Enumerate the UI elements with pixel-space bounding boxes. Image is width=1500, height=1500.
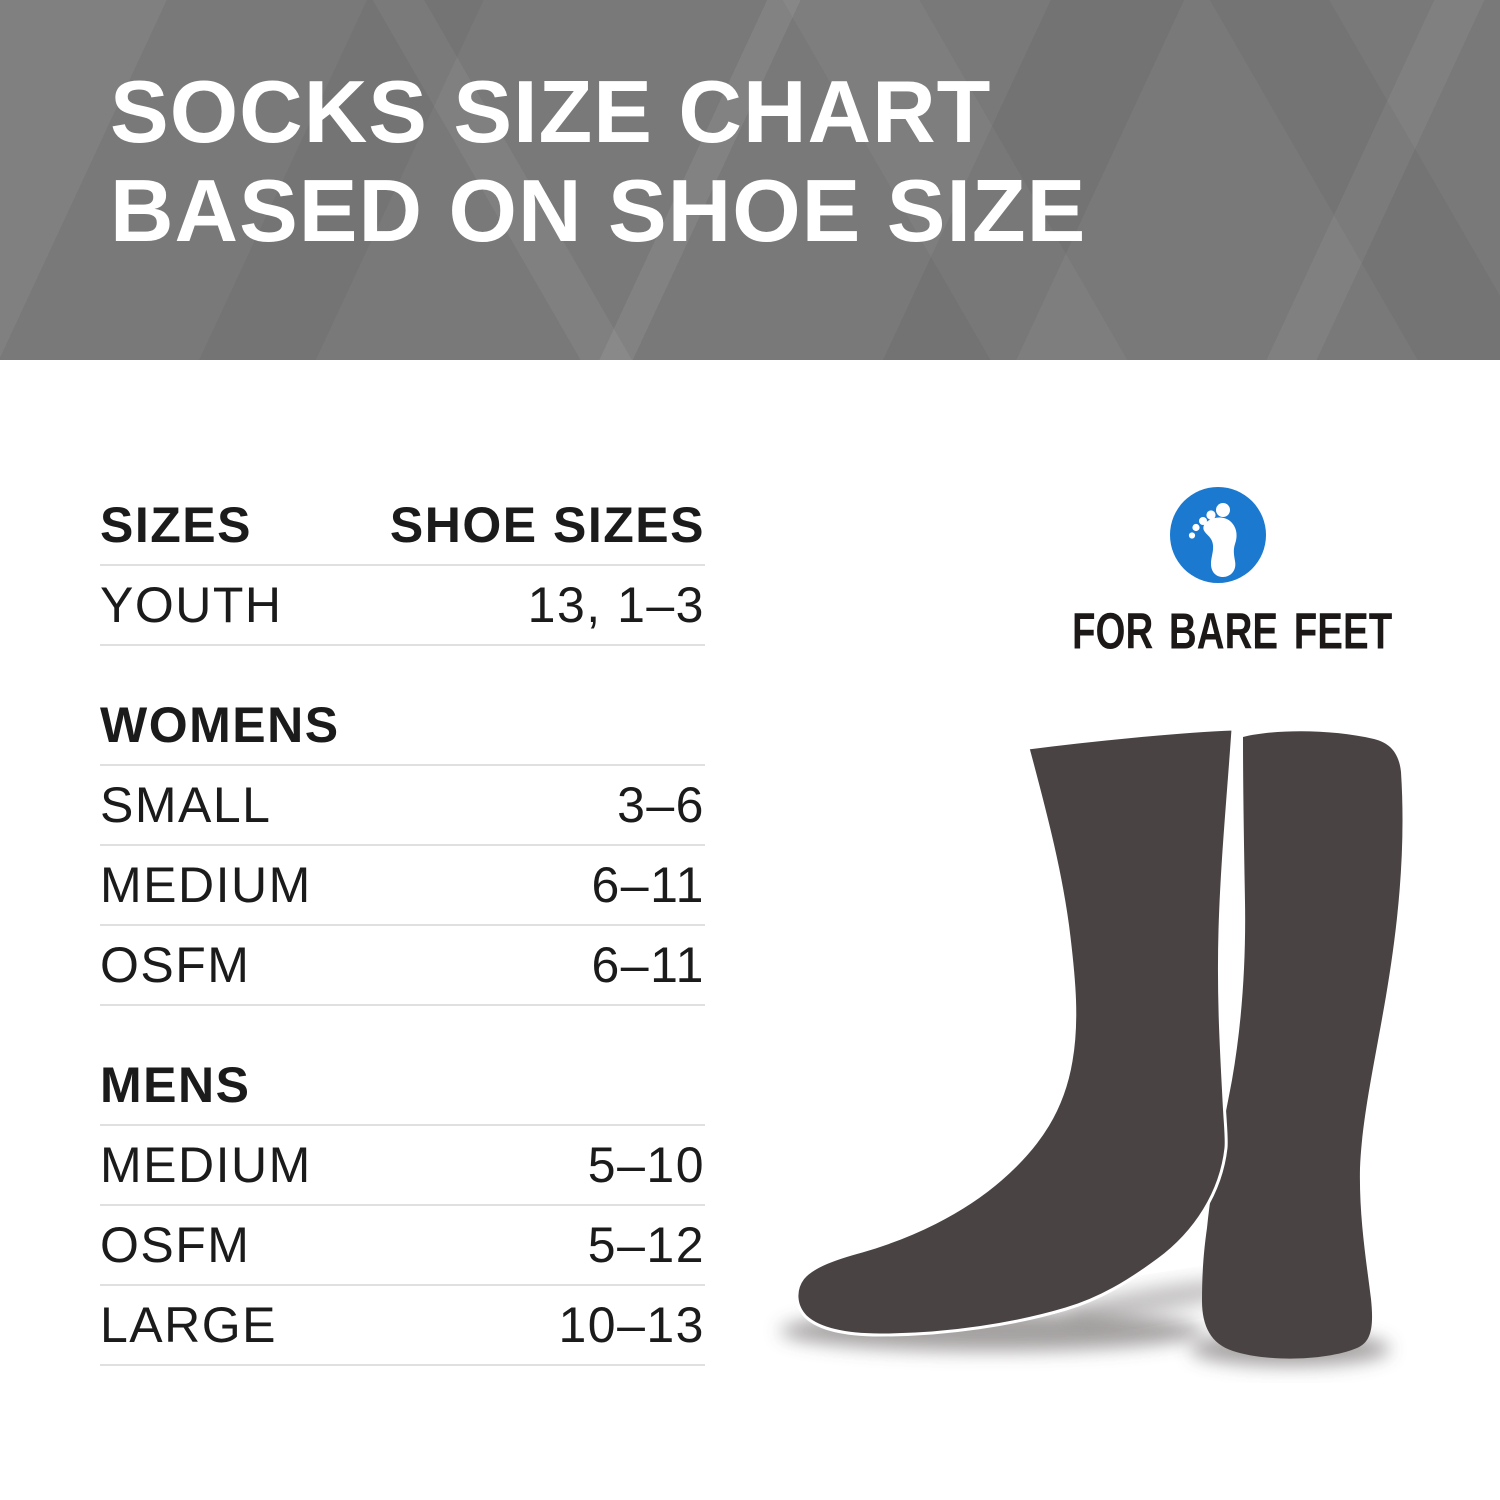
size-label: MEDIUM	[100, 857, 312, 913]
right-sock	[1202, 731, 1403, 1359]
title-line-1: SOCKS SIZE CHART	[110, 62, 992, 161]
table-section: WOMENS SMALL 3–6 MEDIUM 6–11 OSFM 6–11	[100, 686, 705, 1006]
column-header-shoe-sizes: SHOE SIZES	[389, 497, 705, 553]
page-title: SOCKS SIZE CHART BASED ON SHOE SIZE	[110, 62, 1086, 260]
size-table: SIZES SHOE SIZES YOUTH 13, 1–3 WOMENS SMALL…	[100, 486, 705, 1366]
size-label: MEDIUM	[100, 1137, 312, 1193]
left-sock	[795, 727, 1235, 1337]
footprint-icon	[1188, 503, 1237, 577]
section-header-row: WOMENS	[100, 686, 705, 766]
table-row: YOUTH 13, 1–3	[100, 566, 705, 646]
table-row: LARGE 10–13	[100, 1286, 705, 1366]
size-label: OSFM	[100, 1217, 251, 1273]
table-section: YOUTH 13, 1–3	[100, 566, 705, 646]
size-label: LARGE	[100, 1297, 278, 1353]
brand-name: FOR BARE FEET	[1071, 602, 1393, 660]
table-row: MEDIUM 6–11	[100, 846, 705, 926]
shoe-size-value: 6–11	[591, 857, 705, 913]
brand-logo: FOR BARE FEET	[1040, 486, 1395, 659]
shoe-size-value: 13, 1–3	[527, 577, 705, 633]
section-header-label: WOMENS	[100, 697, 340, 753]
shoe-size-value: 5–10	[587, 1137, 705, 1193]
shoe-size-value: 10–13	[558, 1297, 705, 1353]
title-line-2: BASED ON SHOE SIZE	[110, 161, 1087, 260]
section-header-row: MENS	[100, 1046, 705, 1126]
size-label: SMALL	[100, 777, 272, 833]
table-row: OSFM 5–12	[100, 1206, 705, 1286]
shoe-size-value: 3–6	[617, 777, 705, 833]
table-row: SMALL 3–6	[100, 766, 705, 846]
section-header-label: MENS	[100, 1057, 251, 1113]
shoe-size-value: 5–12	[587, 1217, 705, 1273]
logo-mark	[1169, 487, 1266, 583]
header-banner: SOCKS SIZE CHART BASED ON SHOE SIZE	[0, 0, 1500, 360]
shoe-size-value: 6–11	[591, 937, 705, 993]
size-label: YOUTH	[100, 577, 283, 633]
table-section: MENS MEDIUM 5–10 OSFM 5–12 LARGE 10–13	[100, 1046, 705, 1366]
sock-shadows	[780, 1279, 1390, 1366]
table-header-row: SIZES SHOE SIZES	[100, 486, 705, 566]
table-row: OSFM 6–11	[100, 926, 705, 1006]
column-header-sizes: SIZES	[100, 497, 252, 553]
table-row: MEDIUM 5–10	[100, 1126, 705, 1206]
size-label: OSFM	[100, 937, 251, 993]
